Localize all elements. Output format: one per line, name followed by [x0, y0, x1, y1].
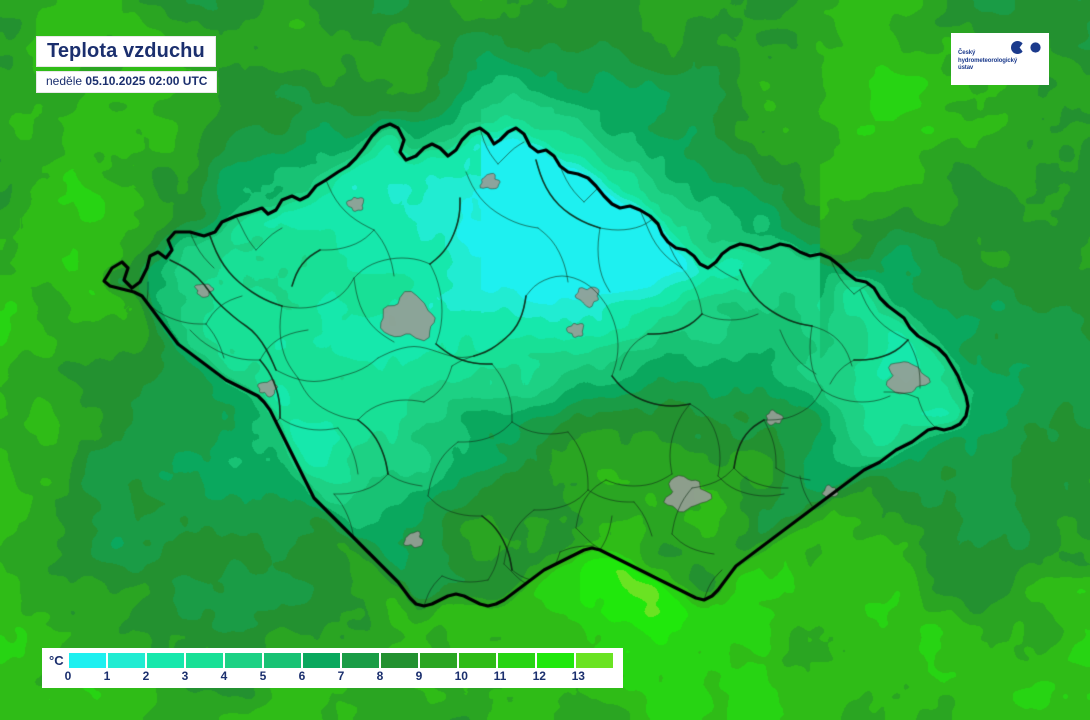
chmi-logo-line-1: Český — [958, 50, 976, 56]
colorbar-tick-label: 6 — [298, 669, 306, 683]
colorbar-tick-label: 3 — [181, 669, 189, 683]
colorbar-tick-label: 5 — [259, 669, 267, 683]
colorbar-cell: 11 — [494, 653, 537, 684]
colorbar-cell: 8 — [377, 653, 420, 684]
colorbar-cell: 13 — [572, 653, 615, 684]
colorbar-cell: 10 — [455, 653, 498, 684]
colorbar-cell: 4 — [221, 653, 264, 684]
colorbar-swatch — [107, 653, 145, 668]
valid-weekday: neděle — [46, 74, 83, 88]
colorbar-cell: 6 — [299, 653, 342, 684]
colorbar-tick-label: 12 — [532, 669, 546, 683]
colorbar-cell: 2 — [143, 653, 186, 684]
colorbar-tick-label: 7 — [337, 669, 345, 683]
chmi-logo-line-2: hydrometeorologický — [958, 57, 1018, 64]
colorbar-cell: 3 — [182, 653, 225, 684]
colorbar-swatch — [146, 653, 184, 668]
colorbar-tick-label: 1 — [103, 669, 111, 683]
colorbar-unit-label: °C — [49, 653, 64, 668]
chmi-logo-line-3: ústav — [958, 65, 974, 72]
colorbar-cell: 5 — [260, 653, 303, 684]
colorbar-cell: 0 — [65, 653, 108, 684]
colorbar-swatch — [497, 653, 535, 668]
colorbar-tick-label: 2 — [142, 669, 150, 683]
colorbar-tick-label: 8 — [376, 669, 384, 683]
colorbar-tick-label: 11 — [493, 669, 507, 683]
colorbar-cell: 1 — [104, 653, 147, 684]
colorbar-swatch — [341, 653, 379, 668]
colorbar-swatch — [68, 653, 106, 668]
valid-timestamp: 05.10.2025 02:00 UTC — [85, 74, 208, 88]
colorbar-cell: 12 — [533, 653, 576, 684]
colorbar-swatch — [380, 653, 418, 668]
colorbar-swatch — [224, 653, 262, 668]
colorbar-tick-label: 4 — [220, 669, 228, 683]
chmi-logo: Český hydrometeorologický ústav — [951, 33, 1049, 85]
colorbar-scale: 0 1 2 3 4 5 6 7 8 9 10 11 12 13 — [65, 648, 615, 684]
chmi-logo-text: Český hydrometeorologický ústav — [958, 50, 1028, 73]
colorbar-cell: 7 — [338, 653, 381, 684]
colorbar-swatch — [575, 653, 613, 668]
colorbar-swatch — [263, 653, 301, 668]
colorbar-swatch — [419, 653, 457, 668]
colorbar-tick-label: 13 — [571, 669, 585, 683]
temperature-colorbar: °C 0 1 2 3 4 5 6 7 8 9 10 11 12 13 — [42, 648, 623, 688]
valid-time: neděle 05.10.2025 02:00 UTC — [46, 74, 207, 89]
colorbar-tick-label: 9 — [415, 669, 423, 683]
colorbar-tick-label: 0 — [64, 669, 72, 683]
colorbar-swatch — [536, 653, 574, 668]
chmi-logo-glyph — [1011, 41, 1041, 54]
valid-time-box: neděle 05.10.2025 02:00 UTC — [36, 71, 218, 93]
product-title-box: Teplota vzduchu — [36, 36, 216, 67]
chmi-logo-mark — [1007, 41, 1041, 59]
colorbar-cell: 9 — [416, 653, 459, 684]
colorbar-swatch — [185, 653, 223, 668]
colorbar-swatch — [302, 653, 340, 668]
colorbar-tick-label: 10 — [454, 669, 468, 683]
page-title: Teplota vzduchu — [47, 40, 205, 62]
colorbar-swatch — [458, 653, 496, 668]
